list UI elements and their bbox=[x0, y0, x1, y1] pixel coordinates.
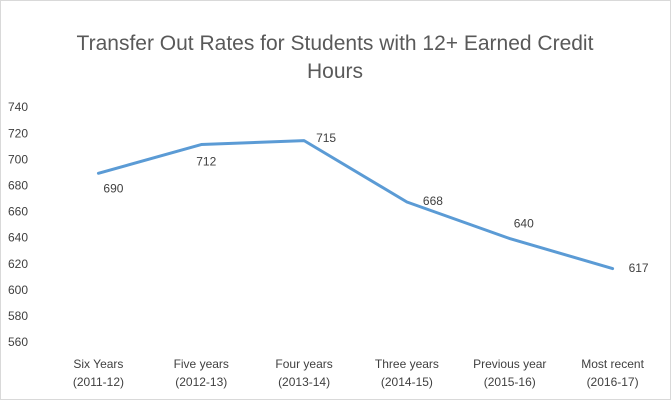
x-tick-label: (2011-12) bbox=[73, 375, 124, 389]
y-tick-label: 700 bbox=[8, 152, 28, 166]
data-label: 640 bbox=[514, 217, 534, 231]
line-series bbox=[96, 139, 615, 271]
data-label: 690 bbox=[103, 181, 123, 195]
data-label: 617 bbox=[629, 261, 649, 275]
x-tick-label: (2016-17) bbox=[587, 375, 639, 389]
data-label: 715 bbox=[316, 131, 336, 145]
x-tick-label: Most recent bbox=[581, 357, 644, 371]
y-tick-label: 620 bbox=[8, 257, 28, 271]
x-tick-label: Three years bbox=[375, 357, 439, 371]
y-tick-label: 740 bbox=[8, 100, 28, 114]
y-tick-label: 720 bbox=[8, 126, 28, 140]
chart-title: Transfer Out Rates for Students with 12+… bbox=[76, 32, 594, 83]
x-tick-label: (2012-13) bbox=[175, 375, 227, 389]
y-tick-label: 560 bbox=[8, 335, 28, 349]
x-tick-label: (2015-16) bbox=[484, 375, 536, 389]
data-label: 712 bbox=[196, 155, 216, 169]
y-tick-label: 600 bbox=[8, 283, 28, 297]
x-tick-label: Four years bbox=[275, 357, 332, 371]
x-tick-label: Previous year bbox=[473, 357, 546, 371]
y-tick-label: 680 bbox=[8, 179, 28, 193]
y-tick-label: 580 bbox=[8, 309, 28, 323]
x-tick-label: (2013-14) bbox=[278, 375, 330, 389]
y-tick-label: 640 bbox=[8, 231, 28, 245]
y-tick-label: 660 bbox=[8, 205, 28, 219]
x-tick-label: Five years bbox=[174, 357, 229, 371]
x-tick-label: (2014-15) bbox=[381, 375, 433, 389]
x-tick-label: Six Years bbox=[73, 357, 123, 371]
data-label: 668 bbox=[423, 194, 443, 208]
